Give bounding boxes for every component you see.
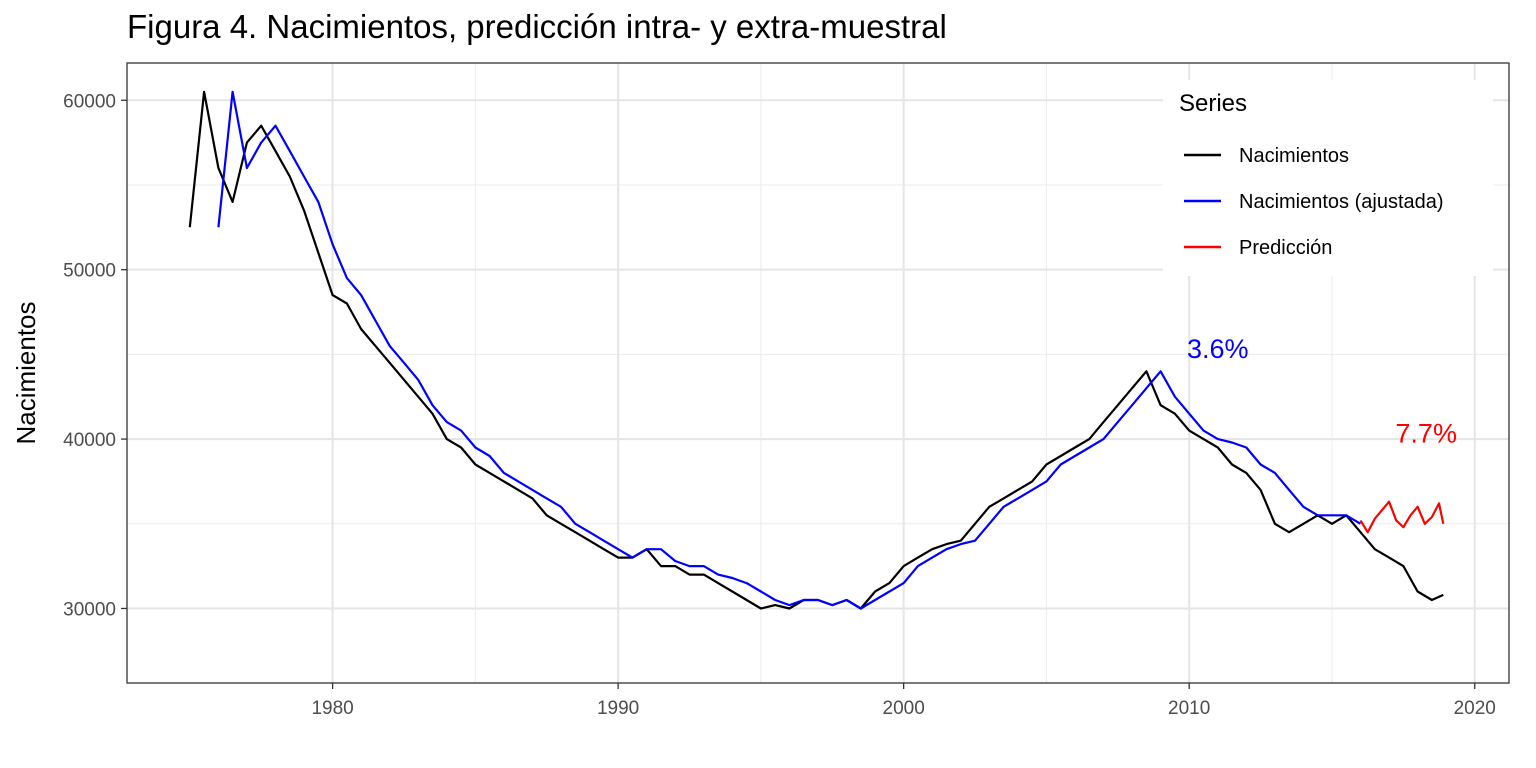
legend-label-2: Predicción: [1239, 237, 1332, 259]
legend-title: Series: [1179, 90, 1247, 117]
legend-label-1: Nacimientos (ajustada): [1239, 191, 1444, 213]
series-line-1: [217, 90, 1362, 610]
x-tick-label: 2010: [1168, 698, 1210, 719]
x-tick-label: 1990: [597, 698, 639, 719]
x-axis: 1980 1990 2000 2010 2020: [311, 683, 1496, 719]
legend: Series Nacimientos Nacimientos (ajustada) P…: [1163, 80, 1493, 276]
x-tick-label: 2020: [1454, 698, 1496, 719]
y-tick-label: 50000: [63, 261, 116, 282]
annotation-layer: 3.6% 7.7%: [1187, 334, 1457, 449]
y-tick-label: 60000: [63, 91, 116, 112]
y-tick-label: 40000: [63, 430, 116, 451]
y-tick-label: 30000: [63, 599, 116, 620]
plot-border: [126, 62, 1510, 684]
x-tick-label: 2000: [883, 698, 925, 719]
chart-title: Figura 4. Nacimientos, predicción intra-…: [127, 8, 947, 45]
annotation-label-0: 3.6%: [1187, 334, 1249, 364]
y-axis: 30000 40000 50000 60000: [63, 91, 127, 620]
series-line-2: [1359, 500, 1445, 534]
legend-label-0: Nacimientos: [1239, 145, 1349, 167]
y-axis-title: Nacimientos: [11, 301, 41, 444]
series-layer: [188, 90, 1445, 610]
annotation-label-1: 7.7%: [1395, 418, 1457, 448]
legend-background: [1163, 80, 1493, 276]
x-tick-label: 1980: [311, 698, 353, 719]
